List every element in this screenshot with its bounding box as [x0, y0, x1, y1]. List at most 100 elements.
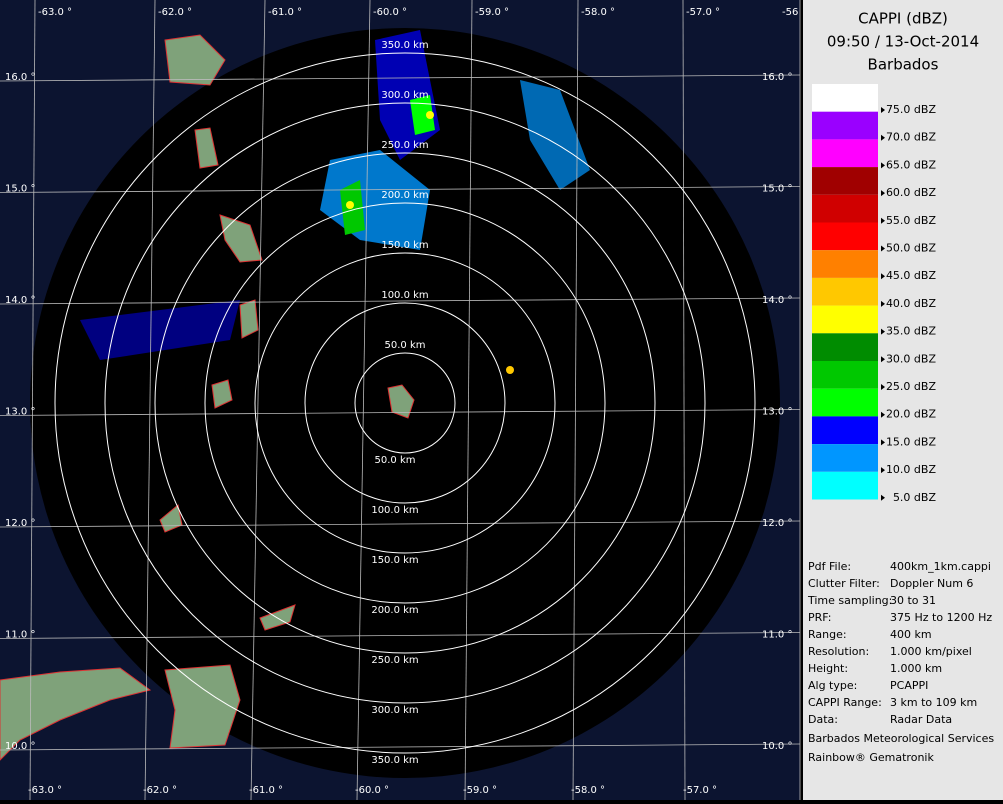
range-label: 200.0 km — [381, 190, 428, 201]
legend-label: 5.0 dBZ — [893, 491, 937, 504]
echo — [426, 111, 434, 119]
legend-swatch — [812, 361, 878, 389]
legend-label: 30.0 dBZ — [886, 352, 937, 365]
info-value: 30 to 31 — [890, 594, 936, 607]
latitude-label: 16.0 ° — [5, 72, 35, 83]
range-label: 50.0 km — [385, 340, 426, 351]
legend-tick — [881, 328, 885, 335]
legend-tick — [881, 107, 885, 113]
info-value: 375 Hz to 1200 Hz — [890, 611, 992, 624]
info-key: Height: — [808, 662, 848, 675]
parallel — [0, 632, 801, 639]
legend-swatch — [812, 84, 878, 112]
range-label: 300.0 km — [371, 705, 418, 716]
range-ring — [154, 152, 656, 654]
latitude-label: 11.0 ° — [762, 630, 792, 641]
info-key: Resolution: — [808, 645, 869, 658]
legend-tick — [881, 356, 885, 363]
legend-swatch — [812, 222, 878, 251]
longitude-label: -59.0 ° — [463, 785, 497, 796]
latitude-label: 13.0 ° — [5, 407, 35, 418]
range-ring — [54, 52, 756, 754]
barbados — [387, 384, 415, 419]
parallel — [0, 743, 801, 751]
martinique — [219, 214, 263, 263]
legend-swatch — [812, 111, 878, 140]
legend-swatch — [812, 139, 878, 168]
latitude-label: 13.0 ° — [762, 407, 792, 418]
legend-label: 45.0 dBZ — [886, 269, 937, 282]
legend-swatch — [812, 444, 878, 472]
info-value: Doppler Num 6 — [890, 577, 973, 590]
longitude-label: -63.0 ° — [28, 785, 62, 796]
longitude-label: -62.0 ° — [143, 785, 177, 796]
range-ring — [204, 202, 606, 604]
longitude-label: -62.0 ° — [158, 7, 192, 18]
info-value: 3 km to 109 km — [890, 696, 977, 709]
legend-tick — [881, 494, 885, 501]
panel-content: CAPPI (dBZ) 09:50 / 13-Oct-2014 Barbados 75… — [807, 10, 994, 765]
latitude-label: 10.0 ° — [762, 741, 792, 752]
legend-label: 60.0 dBZ — [886, 186, 937, 199]
header-time: 09:50 / 13-Oct-2014 — [827, 33, 979, 51]
legend-label: 55.0 dBZ — [886, 214, 937, 227]
legend-label: 20.0 dBZ — [886, 408, 937, 421]
range-label: 200.0 km — [371, 605, 418, 616]
legend-tick — [881, 411, 885, 418]
map-grid: -63.0 ° -63.0 ° -62.0 ° -62.0 ° -61.0 ° -61.0… — [0, 0, 801, 801]
latitude-label: 14.0 ° — [762, 295, 792, 306]
legend-swatch — [812, 388, 878, 417]
echo — [506, 366, 514, 374]
legend-tick — [881, 217, 885, 224]
legend-tick — [881, 273, 885, 280]
range-ring — [354, 352, 456, 454]
longitude-label: -57.0 ° — [683, 785, 717, 796]
range-label: 150.0 km — [381, 240, 428, 251]
legend-swatch — [812, 277, 878, 306]
echo — [520, 80, 590, 190]
meridian — [572, 0, 579, 801]
info-key: Pdf File: — [808, 560, 851, 573]
st-vincent — [211, 379, 233, 409]
longitude-label: -60.0 ° — [373, 7, 407, 18]
info-key: Range: — [808, 628, 847, 641]
meridian — [682, 0, 686, 801]
legend-label: 50.0 dBZ — [886, 242, 937, 255]
longitude-label: -61.0 ° — [268, 7, 302, 18]
latitude-label: 11.0 ° — [5, 630, 35, 641]
range-ring — [304, 302, 506, 504]
meridian — [464, 0, 473, 801]
legend-label: 10.0 dBZ — [886, 463, 937, 476]
parallel — [0, 74, 801, 82]
latitude-label: 14.0 ° — [5, 295, 35, 306]
range-label: 50.0 km — [375, 455, 416, 466]
range-label: 100.0 km — [381, 290, 428, 301]
legend-label: 35.0 dBZ — [886, 325, 937, 338]
legend-swatch — [812, 250, 878, 278]
range-label: 350.0 km — [371, 755, 418, 766]
range-label: 100.0 km — [371, 505, 418, 516]
latitude-label: 15.0 ° — [5, 184, 35, 195]
info-key: Data: — [808, 713, 838, 726]
legend-label: 65.0 dBZ — [886, 158, 937, 171]
longitude-label: -56 — [782, 7, 798, 18]
range-label: 350.0 km — [381, 40, 428, 51]
echoes — [80, 30, 590, 374]
tobago — [259, 604, 296, 631]
info-key: PRF: — [808, 611, 831, 624]
latitude-label: 12.0 ° — [762, 518, 792, 529]
dominica — [194, 127, 219, 169]
info-key: CAPPI Range: — [808, 696, 882, 709]
info-key: Time sampling: — [807, 594, 892, 607]
info-key: Clutter Filter: — [808, 577, 880, 590]
longitude-label: -63.0 ° — [38, 7, 72, 18]
meridian — [29, 0, 36, 801]
echo — [80, 300, 240, 360]
land — [0, 34, 415, 761]
legend-swatch — [812, 416, 878, 445]
legend-label: 15.0 dBZ — [886, 435, 937, 448]
longitude-label: -61.0 ° — [249, 785, 283, 796]
info-value: 1.000 km — [890, 662, 942, 675]
legend-tick — [881, 162, 885, 169]
